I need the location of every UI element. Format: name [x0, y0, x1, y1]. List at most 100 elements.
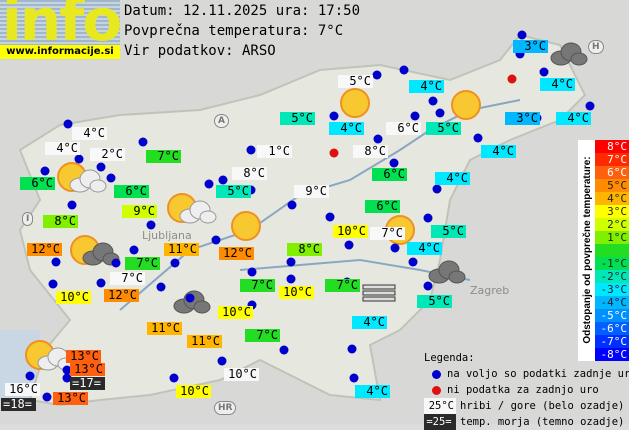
station-dot[interactable] [63, 119, 73, 129]
station-temperature[interactable]: 13°C [66, 350, 101, 363]
station-temperature[interactable]: 7°C [240, 279, 275, 292]
station-temperature[interactable]: 7°C [245, 329, 280, 342]
station-dot[interactable] [329, 111, 339, 121]
station-temperature[interactable]: 8°C [43, 215, 78, 228]
station-dot[interactable] [67, 200, 77, 210]
station-dot[interactable] [517, 30, 527, 40]
station-temperature[interactable]: 10°C [224, 368, 259, 381]
station-temperature[interactable]: 4°C [407, 242, 442, 255]
station-temperature[interactable]: 7°C [325, 279, 360, 292]
station-dot[interactable] [217, 356, 227, 366]
station-dot[interactable] [211, 235, 221, 245]
station-temperature[interactable]: 5°C [431, 225, 466, 238]
station-temperature[interactable]: 8°C [353, 145, 388, 158]
station-temperature[interactable]: 10°C [56, 291, 91, 304]
station-temperature[interactable]: 5°C [280, 112, 315, 125]
station-temperature[interactable]: 5°C [338, 75, 373, 88]
station-dot-no-data[interactable] [329, 148, 339, 158]
station-dot[interactable] [585, 101, 595, 111]
station-temperature[interactable]: 6°C [20, 177, 55, 190]
station-temperature[interactable]: 10°C [279, 286, 314, 299]
station-dot[interactable] [473, 133, 483, 143]
station-dot[interactable] [279, 345, 289, 355]
station-temperature[interactable]: 1°C [257, 145, 292, 158]
station-dot[interactable] [62, 365, 72, 375]
station-dot[interactable] [204, 179, 214, 189]
station-dot[interactable] [156, 282, 166, 292]
station-dot[interactable] [408, 257, 418, 267]
station-dot[interactable] [42, 392, 52, 402]
station-dot[interactable] [247, 300, 257, 310]
station-dot[interactable] [286, 257, 296, 267]
station-temperature[interactable]: 4°C [556, 112, 591, 125]
station-dot[interactable] [218, 175, 228, 185]
station-temperature[interactable]: 5°C [216, 185, 251, 198]
station-temperature[interactable]: 12°C [104, 289, 139, 302]
station-temperature[interactable]: 4°C [540, 78, 575, 91]
station-temperature[interactable]: 16°C [5, 383, 40, 396]
station-temperature[interactable]: 3°C [505, 112, 540, 125]
station-dot[interactable] [246, 145, 256, 155]
station-temperature[interactable]: 3°C [513, 40, 548, 53]
station-dot[interactable] [170, 258, 180, 268]
station-dot[interactable] [247, 267, 257, 277]
station-dot[interactable] [347, 344, 357, 354]
station-temperature[interactable]: 13°C [70, 363, 105, 376]
station-temperature[interactable]: 10°C [218, 306, 253, 319]
station-temperature[interactable]: 4°C [329, 122, 364, 135]
station-dot[interactable] [74, 154, 84, 164]
station-dot[interactable] [96, 162, 106, 172]
station-dot[interactable] [325, 212, 335, 222]
station-temperature[interactable]: 6°C [372, 168, 407, 181]
station-temperature[interactable]: 4°C [355, 385, 390, 398]
station-dot[interactable] [106, 173, 116, 183]
station-dot[interactable] [51, 257, 61, 267]
station-dot[interactable] [287, 200, 297, 210]
station-temperature[interactable]: =17= [70, 377, 105, 390]
station-dot[interactable] [169, 373, 179, 383]
logo-url[interactable]: www.informacije.si [0, 45, 120, 59]
station-temperature[interactable]: 10°C [176, 385, 211, 398]
station-temperature[interactable]: 7°C [146, 150, 181, 163]
station-temperature[interactable]: 4°C [352, 316, 387, 329]
station-temperature[interactable]: 12°C [219, 247, 254, 260]
station-dot[interactable] [344, 240, 354, 250]
station-dot[interactable] [185, 293, 195, 303]
station-dot[interactable] [539, 67, 549, 77]
station-dot[interactable] [372, 70, 382, 80]
station-dot[interactable] [246, 185, 256, 195]
station-dot[interactable] [62, 373, 72, 383]
station-temperature[interactable]: 9°C [294, 185, 329, 198]
station-temperature[interactable]: 2°C [90, 148, 125, 161]
station-dot[interactable] [146, 220, 156, 230]
station-temperature[interactable]: 11°C [187, 335, 222, 348]
station-dot[interactable] [138, 137, 148, 147]
station-dot[interactable] [40, 166, 50, 176]
station-dot[interactable] [111, 258, 121, 268]
station-temperature[interactable]: 7°C [370, 227, 405, 240]
station-temperature[interactable]: 7°C [110, 272, 145, 285]
station-temperature[interactable]: 10°C [333, 225, 368, 238]
station-temperature[interactable]: 4°C [435, 172, 470, 185]
station-temperature[interactable]: 4°C [481, 145, 516, 158]
station-dot[interactable] [432, 184, 442, 194]
station-dot[interactable] [96, 278, 106, 288]
station-dot[interactable] [423, 213, 433, 223]
station-temperature[interactable]: 4°C [72, 127, 107, 140]
station-temperature[interactable]: 12°C [27, 243, 62, 256]
station-dot[interactable] [48, 279, 58, 289]
station-dot[interactable] [349, 373, 359, 383]
station-temperature[interactable]: 5°C [417, 295, 452, 308]
station-temperature[interactable]: 7°C [125, 257, 160, 270]
station-temperature[interactable]: 8°C [232, 167, 267, 180]
station-temperature[interactable]: 9°C [122, 205, 157, 218]
station-dot[interactable] [129, 245, 139, 255]
site-logo[interactable]: info www.informacije.si [0, 0, 120, 60]
station-dot[interactable] [25, 371, 35, 381]
station-dot[interactable] [373, 134, 383, 144]
station-temperature[interactable]: 6°C [386, 122, 421, 135]
station-dot[interactable] [410, 111, 420, 121]
station-temperature[interactable]: 8°C [287, 243, 322, 256]
station-temperature[interactable]: 4°C [45, 142, 80, 155]
station-dot[interactable] [435, 108, 445, 118]
